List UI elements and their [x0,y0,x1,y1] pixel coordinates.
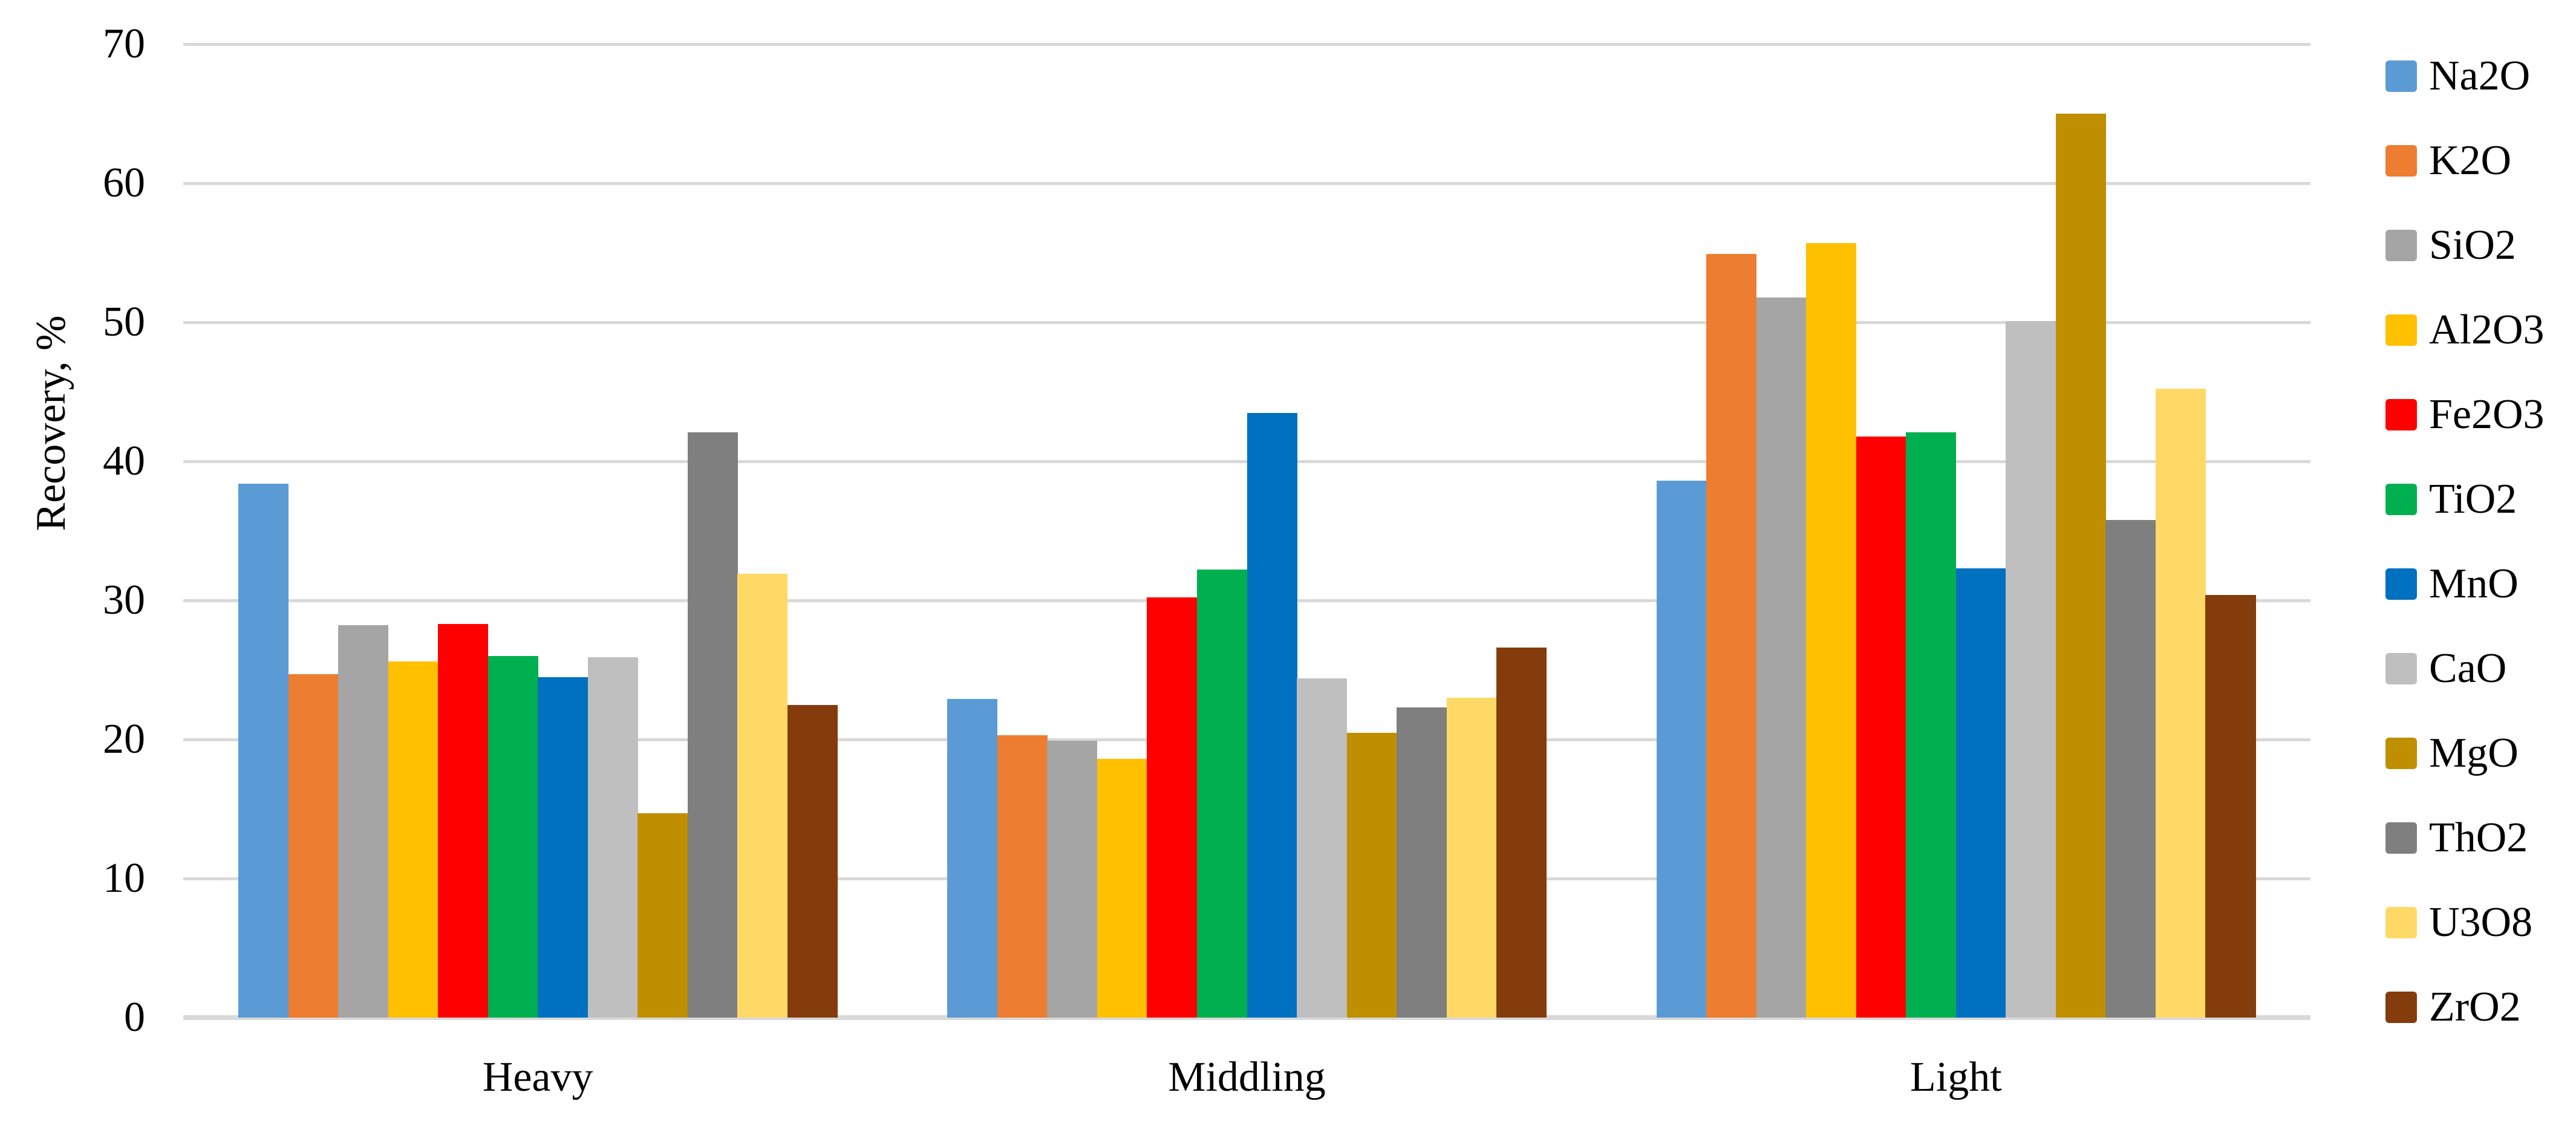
y-tick-label-70: 70 [103,21,145,67]
bar-cao-heavy [587,657,638,1018]
category-label-heavy: Heavy [482,1054,593,1100]
bar-zro2-light [2205,594,2256,1018]
legend-swatch-na2o [2385,60,2417,92]
bar-cao-light [2006,320,2056,1018]
bar-k2o-middling [997,735,1048,1018]
legend-swatch-sio2 [2385,230,2417,261]
category-label-light: Light [1910,1054,2002,1100]
gridline-70 [183,42,2310,46]
y-tick-label-20: 20 [103,716,145,762]
bar-tio2-heavy [487,656,538,1018]
bar-u3o8-middling [1446,698,1497,1018]
legend-label-tho2: ThO2 [2429,814,2528,861]
bar-na2o-light [1656,481,1707,1018]
legend-item-tho2: ThO2 [2385,817,2528,859]
bar-tho2-light [2105,519,2156,1018]
legend-label-u3o8: U3O8 [2429,899,2533,946]
legend-item-mgo: MgO [2385,732,2519,775]
y-tick-label-50: 50 [103,299,145,345]
legend-swatch-fe2o3 [2385,399,2417,430]
legend-swatch-mno [2385,568,2417,600]
bar-al2o3-heavy [388,661,439,1018]
bar-mgo-middling [1346,732,1397,1018]
legend-label-fe2o3: Fe2O3 [2429,391,2545,438]
y-tick-label-60: 60 [103,160,145,206]
legend-label-na2o: Na2O [2429,53,2531,99]
legend-item-k2o: K2O [2385,140,2511,182]
bar-fe2o3-middling [1147,597,1198,1018]
legend-swatch-cao [2385,653,2417,684]
bar-fe2o3-light [1856,436,1906,1018]
legend-label-mno: MnO [2429,560,2519,607]
bar-sio2-middling [1047,741,1098,1018]
gridline-60 [183,181,2310,185]
bar-fe2o3-heavy [438,624,489,1018]
legend-item-sio2: SiO2 [2385,224,2516,267]
bar-mgo-light [2055,114,2106,1018]
legend-swatch-tio2 [2385,484,2417,515]
y-tick-label-40: 40 [103,438,145,484]
y-tick-label-0: 0 [124,994,145,1041]
legend-label-sio2: SiO2 [2429,222,2516,268]
legend-item-fe2o3: Fe2O3 [2385,394,2545,436]
legend-swatch-zro2 [2385,992,2417,1023]
legend-swatch-al2o3 [2385,314,2417,346]
bar-tio2-middling [1196,570,1247,1018]
legend-item-tio2: TiO2 [2385,478,2517,521]
bar-al2o3-light [1806,242,1857,1018]
bar-zro2-heavy [787,704,838,1018]
legend-label-k2o: K2O [2429,137,2512,184]
bar-u3o8-heavy [737,574,788,1018]
legend-label-zro2: ZrO2 [2429,984,2521,1030]
legend-swatch-u3o8 [2385,907,2417,938]
gridline-50 [183,320,2310,324]
legend-item-zro2: ZrO2 [2385,986,2521,1028]
bar-sio2-heavy [338,625,389,1018]
legend-item-cao: CaO [2385,648,2506,690]
bar-tio2-light [1906,432,1957,1018]
bar-zro2-middling [1496,648,1547,1018]
bar-u3o8-light [2155,389,2206,1018]
bar-mno-heavy [538,677,589,1018]
bar-k2o-heavy [288,674,339,1018]
legend-swatch-tho2 [2385,822,2417,854]
x-axis-baseline [183,1015,2310,1020]
bar-al2o3-middling [1097,759,1147,1018]
legend-label-al2o3: Al2O3 [2429,307,2545,353]
legend-label-tio2: TiO2 [2429,476,2517,522]
y-tick-label-10: 10 [103,855,145,901]
legend-swatch-mgo [2385,738,2417,769]
bar-tho2-middling [1397,707,1447,1018]
legend-label-mgo: MgO [2429,730,2519,776]
legend-item-u3o8: U3O8 [2385,901,2532,944]
bar-mgo-heavy [637,813,688,1018]
bar-na2o-middling [947,699,998,1018]
legend-label-cao: CaO [2429,645,2507,692]
bar-na2o-heavy [238,483,289,1018]
legend-item-al2o3: Al2O3 [2385,309,2545,351]
bar-tho2-heavy [687,432,738,1018]
bar-mno-light [1955,568,2006,1018]
category-label-middling: Middling [1168,1054,1326,1100]
legend-item-mno: MnO [2385,563,2519,605]
bar-k2o-light [1706,254,1757,1018]
y-tick-label-30: 30 [103,577,145,623]
legend-swatch-k2o [2385,145,2417,177]
bar-cao-middling [1297,678,1348,1018]
bar-mno-middling [1247,412,1297,1018]
legend-item-na2o: Na2O [2385,55,2530,97]
bar-sio2-light [1756,297,1807,1018]
